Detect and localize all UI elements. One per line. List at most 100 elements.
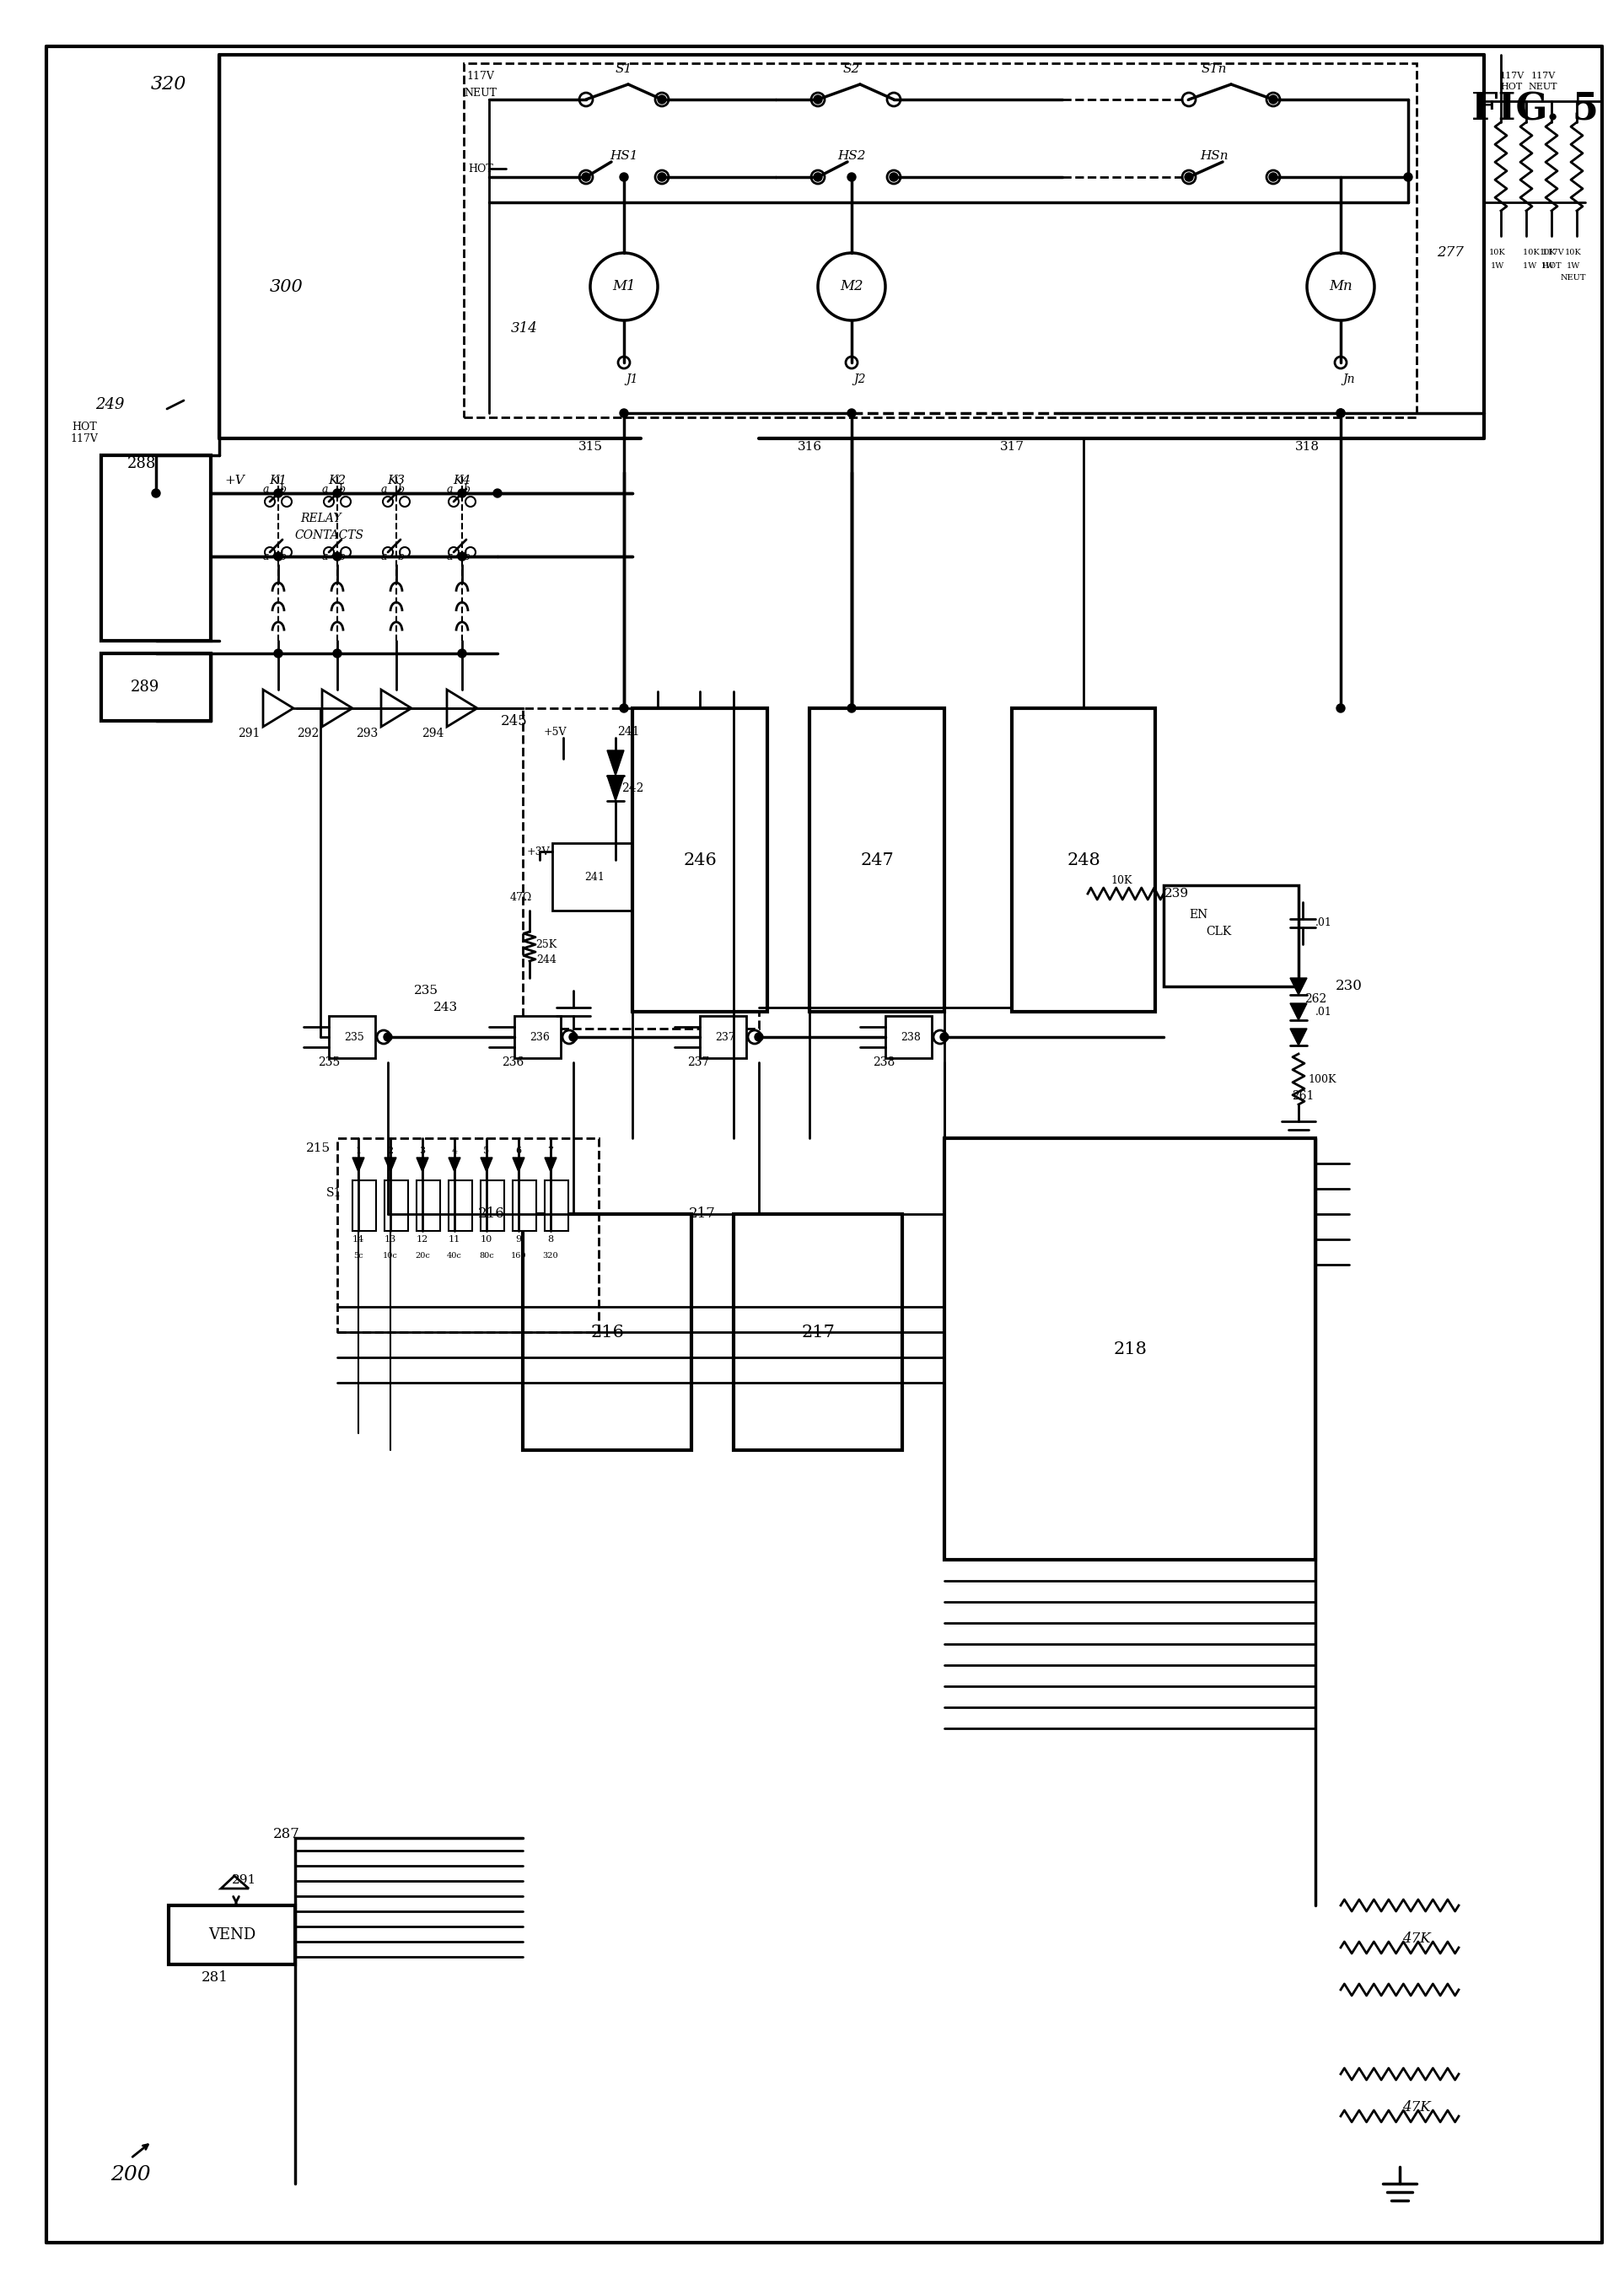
Polygon shape	[544, 1157, 557, 1173]
Text: M2: M2	[840, 280, 864, 293]
Circle shape	[494, 489, 502, 498]
Text: 160: 160	[512, 1252, 526, 1259]
Text: 40c: 40c	[447, 1252, 461, 1259]
Text: HOT: HOT	[1501, 82, 1523, 91]
Text: CONTACTS: CONTACTS	[294, 530, 364, 541]
Text: Mn: Mn	[1328, 280, 1353, 293]
Polygon shape	[1289, 1030, 1307, 1046]
Circle shape	[1337, 409, 1345, 418]
Circle shape	[658, 95, 666, 105]
Circle shape	[890, 173, 898, 182]
Bar	[416, 1180, 440, 1232]
Text: 241: 241	[617, 725, 640, 739]
Circle shape	[383, 1032, 391, 1041]
Text: 5c: 5c	[354, 1252, 364, 1259]
Polygon shape	[607, 750, 624, 775]
Circle shape	[333, 489, 341, 498]
Text: HS1: HS1	[611, 150, 638, 161]
Text: 117V: 117V	[466, 70, 494, 82]
Circle shape	[848, 173, 856, 182]
Bar	[352, 1180, 377, 1232]
Bar	[1012, 709, 1155, 1011]
Circle shape	[940, 1032, 948, 1041]
Text: 10K: 10K	[1489, 250, 1505, 257]
Text: HOT: HOT	[71, 423, 97, 432]
Polygon shape	[385, 1157, 396, 1173]
Circle shape	[814, 95, 822, 105]
Text: b: b	[338, 484, 344, 496]
Circle shape	[274, 650, 283, 657]
Text: 47Ω: 47Ω	[510, 893, 533, 902]
Text: S2: S2	[843, 64, 861, 75]
Text: .01: .01	[1315, 1007, 1332, 1018]
Text: S1: S1	[615, 64, 632, 75]
Bar	[513, 1180, 536, 1232]
Bar	[1164, 884, 1299, 986]
Text: 47K: 47K	[1403, 1932, 1431, 1946]
Text: 246: 246	[684, 852, 716, 868]
Text: 10K: 10K	[1540, 250, 1556, 257]
Bar	[338, 1139, 599, 1332]
Circle shape	[274, 552, 283, 561]
Text: HOT: HOT	[468, 164, 494, 175]
Text: HSn: HSn	[1200, 150, 1228, 161]
Text: 218: 218	[1112, 1341, 1147, 1357]
Text: a: a	[263, 550, 268, 561]
Text: 289: 289	[130, 680, 159, 696]
Text: b: b	[463, 484, 469, 496]
Circle shape	[581, 173, 590, 182]
Text: 2: 2	[388, 1146, 393, 1155]
Text: K1: K1	[270, 475, 287, 486]
Circle shape	[568, 1032, 578, 1041]
Text: M1: M1	[612, 280, 635, 293]
Bar	[464, 64, 1416, 418]
Text: a: a	[447, 550, 453, 561]
Bar	[169, 1905, 296, 1964]
Text: 238: 238	[901, 1032, 921, 1043]
Polygon shape	[607, 775, 624, 800]
Text: 5: 5	[484, 1146, 489, 1155]
Text: 239: 239	[1164, 889, 1189, 900]
Text: 318: 318	[1294, 441, 1319, 452]
Bar	[523, 709, 758, 1030]
Circle shape	[814, 173, 822, 182]
Text: 315: 315	[578, 441, 603, 452]
Circle shape	[848, 409, 856, 418]
Circle shape	[848, 705, 856, 711]
Circle shape	[458, 489, 466, 498]
Circle shape	[274, 489, 283, 498]
Text: 3: 3	[419, 1146, 425, 1155]
Text: 11: 11	[448, 1234, 461, 1243]
Bar	[101, 455, 211, 641]
Polygon shape	[416, 1157, 429, 1173]
Text: VEND: VEND	[208, 1928, 255, 1943]
Text: 10K: 10K	[1111, 875, 1132, 886]
Polygon shape	[1289, 1002, 1307, 1021]
Text: EN: EN	[1189, 909, 1208, 921]
Circle shape	[755, 1032, 763, 1041]
Text: 47K: 47K	[1403, 2100, 1431, 2114]
Text: 8: 8	[547, 1234, 554, 1243]
Circle shape	[1184, 173, 1194, 182]
Text: 236: 236	[529, 1032, 549, 1043]
Text: 1W: 1W	[1541, 261, 1554, 270]
Text: 1W: 1W	[1567, 261, 1580, 270]
Text: 277: 277	[1437, 245, 1463, 259]
Text: NEUT: NEUT	[1528, 82, 1557, 91]
Bar	[385, 1180, 408, 1232]
Text: 314: 314	[512, 323, 538, 336]
Text: 237: 237	[687, 1057, 710, 1068]
Text: NEUT: NEUT	[1561, 275, 1587, 282]
Text: K4: K4	[453, 475, 471, 486]
Text: 14: 14	[352, 1234, 364, 1243]
Text: 320: 320	[542, 1252, 559, 1259]
Text: a: a	[263, 484, 268, 496]
Text: K2: K2	[328, 475, 346, 486]
Bar	[523, 1214, 692, 1450]
Text: 20c: 20c	[414, 1252, 430, 1259]
Circle shape	[1403, 173, 1413, 182]
Text: 236: 236	[502, 1057, 523, 1068]
Text: 12: 12	[416, 1234, 429, 1243]
Bar	[515, 1016, 560, 1059]
Bar	[481, 1180, 503, 1232]
